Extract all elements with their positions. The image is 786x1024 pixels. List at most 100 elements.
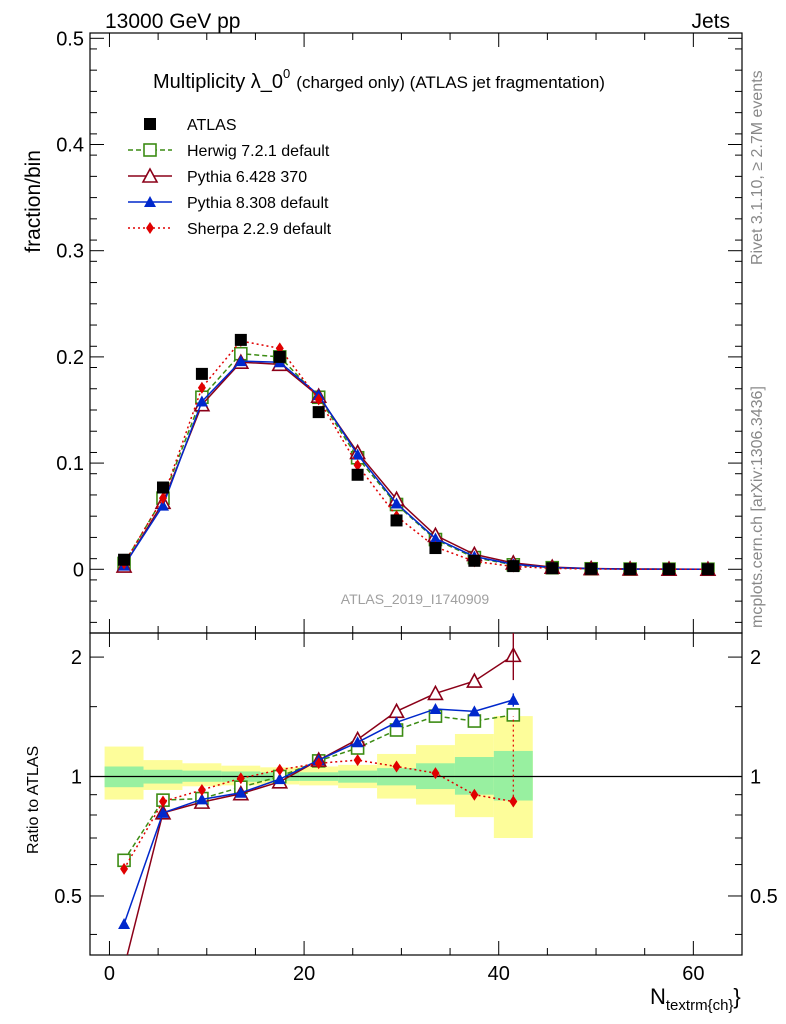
y-tick-label: 0.1 [56,453,84,475]
data-point [156,481,169,494]
data-point [273,350,286,363]
ratio-tick-label-left: 1 [71,767,82,789]
legend-marker [144,118,156,130]
legend-marker [146,222,154,234]
data-point [390,514,403,527]
series-line [123,340,708,571]
ratio-point [158,795,167,808]
ratio-point [197,783,206,796]
legend-label: Sherpa 2.2.9 default [187,221,332,238]
y-tick-label: 0 [73,559,84,581]
legend-entry: Pythia 8.308 default [128,195,329,212]
ratio-point [390,716,403,728]
series-point [351,448,364,460]
ratio-point [275,763,284,776]
series-pythia-8-308-default [118,355,714,575]
legend-marker [141,167,159,183]
ratio-point [195,793,208,805]
ratio-point [351,736,364,748]
ratio-point [467,714,482,728]
legend-entry: Sherpa 2.2.9 default [128,221,332,238]
ratio-point [470,788,479,801]
series-atlas [118,333,714,576]
ratio-tick-label-right: 1 [750,767,761,789]
ratio-line [126,654,514,955]
y-tick-label: 0.4 [56,135,84,157]
series-line [123,352,708,570]
legend-marker [144,196,156,207]
series-line [123,360,708,570]
header-left: 13000 GeV pp [105,10,240,33]
mcplots-label: mcplots.cern.ch [arXiv:1306.3436] [749,386,766,628]
data-point [507,560,520,573]
data-point [701,563,714,576]
y-tick-label: 0.5 [56,28,84,50]
series-point [156,499,169,511]
ratio-point [120,862,129,875]
ratio-point [392,760,401,773]
data-point [468,554,481,567]
series-line [123,361,708,570]
ratio-point [388,702,405,719]
ratio-point [273,773,286,785]
legend-entry: Pythia 6.428 370 [128,167,307,186]
series-point [197,381,206,394]
data-point [118,553,131,566]
ratio-point [117,961,131,974]
series-point [314,393,323,406]
rivet-label: Rivet 3.1.10, ≥ 2.7M events [749,70,766,265]
ratio-point [234,786,247,798]
ratio-y-axis-label: Ratio to ATLAS [25,746,42,854]
header-right: Jets [691,10,730,33]
ratio-point [506,708,521,722]
legend-label: Herwig 7.2.1 default [187,143,330,160]
y-tick-label: 0.2 [56,347,84,369]
ratio-point [468,705,481,717]
x-tick-label: 60 [682,963,704,985]
chart-title: Multiplicity λ_00 (charged only) (ATLAS j… [153,66,605,93]
data-point [624,563,637,576]
data-point [234,333,247,346]
ratio-line [123,759,514,870]
ratio-frame [89,632,743,956]
legend-entry: ATLAS [144,117,237,134]
y-axis-label: fraction/bin [22,150,45,253]
data-point [195,367,208,380]
legend-marker [143,143,157,157]
ratio-point [236,772,245,785]
data-point [351,468,364,481]
data-point [429,542,442,555]
ratio-point [314,757,323,770]
legend-entry: Herwig 7.2.1 default [128,143,330,160]
series-point [429,532,442,544]
series-point [195,395,208,407]
legend-label: ATLAS [187,117,237,134]
series-sherpa-2-2-9-default [120,334,712,576]
ratio-tick-label-right: 0.5 [750,886,778,908]
series-point [390,497,403,509]
x-axis-label: Ntextrm{ch}} [650,984,741,1014]
ratio-tick-label-left: 0.5 [54,886,82,908]
x-tick-label: 0 [104,963,115,985]
series-point [158,492,167,505]
y-tick-label: 0.3 [56,241,84,263]
ratio-tick-label-right: 2 [750,647,761,669]
ratio-point [118,917,131,929]
ratio-line [123,699,514,925]
series-point [353,459,362,472]
ratio-point [353,754,362,767]
stat-uncertainty-band [454,757,494,795]
x-tick-label: 40 [488,963,510,985]
data-point [663,563,676,576]
ratio-point [427,684,444,701]
data-point [585,562,598,575]
ratio-point [466,672,483,688]
series-point [234,355,247,367]
x-tick-label: 20 [293,963,315,985]
ratio-series-sherpa-2-2-9-default [120,754,518,875]
legend-label: Pythia 6.428 370 [187,169,307,186]
ratio-tick-label-left: 2 [71,647,82,669]
ratio-point [429,702,442,714]
data-point [546,562,559,575]
